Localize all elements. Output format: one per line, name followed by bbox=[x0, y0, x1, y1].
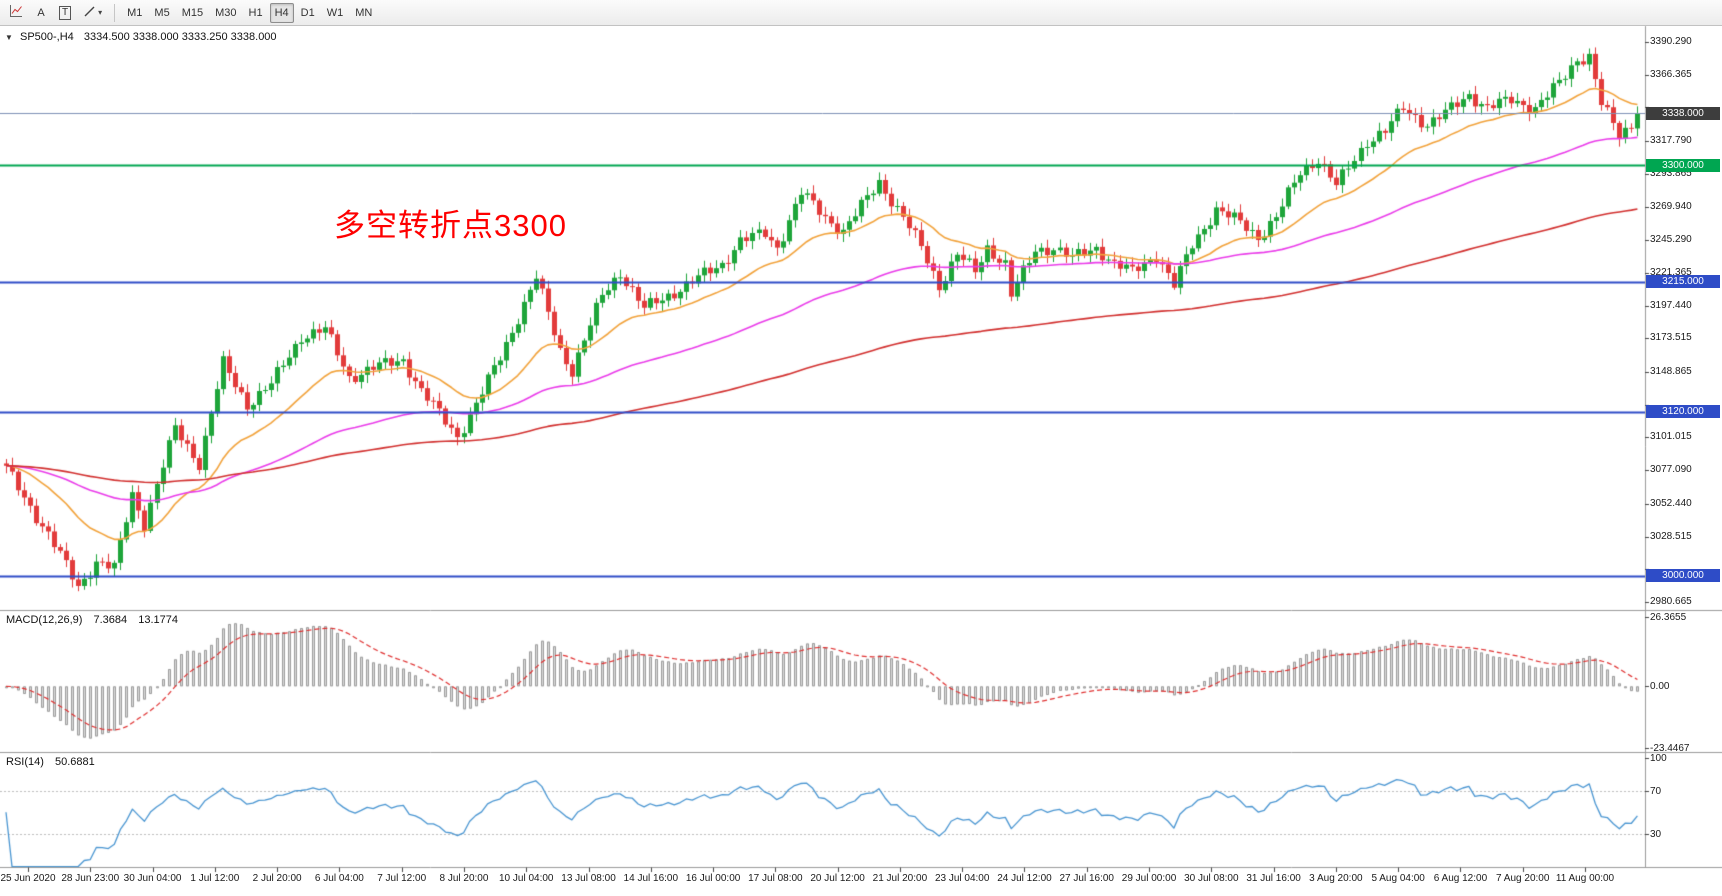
chart-ohlc-header: ▼ SP500-,H4 3334.500 3338.000 3333.250 3… bbox=[5, 31, 277, 43]
symbol-title: SP500-,H4 bbox=[19, 31, 74, 43]
timeframe-button-m30[interactable]: M30 bbox=[210, 3, 241, 23]
rsi-value: 50.6881 bbox=[54, 756, 95, 768]
timeframe-button-m5[interactable]: M5 bbox=[149, 3, 174, 23]
panel-splitter-macd[interactable] bbox=[0, 606, 1722, 614]
macd-signal-value: 13.1774 bbox=[138, 614, 178, 626]
macd-label: MACD(12,26,9) bbox=[6, 614, 83, 626]
text-tool-icon: T bbox=[59, 5, 72, 20]
timeframe-button-h1[interactable]: H1 bbox=[244, 3, 268, 23]
timeframe-button-group: M1 M5 M15 M30 H1 H4 D1 W1 MN bbox=[121, 2, 378, 23]
price-axis[interactable] bbox=[1645, 26, 1722, 867]
macd-header: MACD(12,26,9) 7.3684 13.1774 bbox=[6, 614, 186, 626]
timeframe-button-w1[interactable]: W1 bbox=[322, 3, 349, 23]
pointer-tool-label: A bbox=[37, 6, 45, 19]
trendline-icon bbox=[83, 5, 96, 21]
macd-value: 7.3684 bbox=[93, 614, 128, 626]
timeframe-button-m15[interactable]: M15 bbox=[177, 3, 208, 23]
chart-toolbar: A T ▾ M1 M5 M15 M30 H1 H4 D1 W1 MN bbox=[0, 0, 1722, 26]
draw-tools-button[interactable]: ▾ bbox=[78, 3, 107, 23]
timeframe-button-m1[interactable]: M1 bbox=[122, 3, 147, 23]
ohlc-values: 3334.500 3338.000 3333.250 3338.000 bbox=[83, 31, 277, 43]
line-chart-icon bbox=[9, 4, 23, 21]
rsi-label: RSI(14) bbox=[6, 756, 44, 768]
collapse-arrow-icon[interactable]: ▼ bbox=[5, 33, 13, 42]
panel-splitter-rsi[interactable] bbox=[0, 748, 1722, 756]
timeframe-button-d1[interactable]: D1 bbox=[296, 3, 320, 23]
pointer-tool-button[interactable]: A bbox=[30, 3, 52, 23]
time-axis[interactable] bbox=[0, 868, 1645, 896]
timeframe-button-h4[interactable]: H4 bbox=[269, 2, 294, 23]
toolbar-separator bbox=[114, 3, 116, 22]
rsi-header: RSI(14) 50.6881 bbox=[6, 756, 103, 768]
timeframe-button-mn[interactable]: MN bbox=[350, 3, 377, 23]
chevron-down-icon: ▾ bbox=[98, 8, 103, 17]
chart-annotation-text[interactable]: 多空转折点3300 bbox=[334, 208, 567, 243]
text-tool-button[interactable]: T bbox=[54, 3, 76, 23]
chart-tools-button[interactable] bbox=[4, 3, 28, 23]
